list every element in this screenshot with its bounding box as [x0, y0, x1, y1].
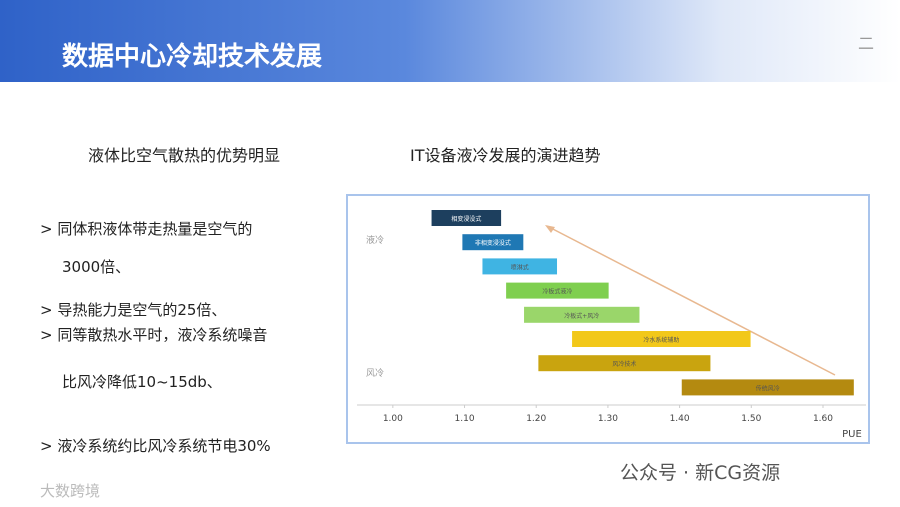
- header-band: [0, 0, 900, 82]
- bar-label: 冷板式+风冷: [564, 312, 599, 320]
- x-tick-label: 1.20: [526, 414, 546, 424]
- row-label: 液冷: [366, 234, 384, 246]
- x-axis-label: PUE: [842, 429, 862, 440]
- bullet-line: > 导热能力是空气的25倍、: [40, 301, 227, 319]
- bar-label: 相变浸没式: [451, 215, 481, 223]
- bar-label: 冷板式液冷: [542, 288, 572, 296]
- bar-label: 冷水系统辅助: [643, 336, 679, 344]
- x-tick-label: 1.40: [670, 414, 690, 424]
- bar-label: 非相变浸没式: [475, 239, 511, 247]
- x-tick-label: 1.50: [741, 414, 761, 424]
- slide-title: 数据中心冷却技术发展: [62, 42, 323, 72]
- range-bar: [524, 306, 640, 323]
- range-bar: [482, 258, 558, 275]
- bullet-line: 比风冷降低10~15db、: [62, 373, 222, 391]
- range-bar: [572, 331, 751, 347]
- bullet-line: 3000倍、: [62, 258, 131, 276]
- range-bar: [681, 379, 854, 396]
- watermark: 公众号 · 新CG资源: [620, 462, 781, 484]
- x-tick-label: 1.00: [383, 414, 403, 424]
- page-number: 二: [858, 34, 875, 53]
- x-tick-label: 1.10: [455, 414, 475, 424]
- range-bar: [506, 282, 609, 299]
- x-tick-label: 1.30: [598, 414, 618, 424]
- range-bar: [431, 210, 502, 226]
- bar-label: 风冷技术: [612, 360, 636, 368]
- range-bar: [462, 234, 524, 251]
- x-tick-label: 1.60: [813, 414, 833, 424]
- range-bar: [538, 355, 711, 372]
- bar-label: 喷淋式: [511, 263, 529, 271]
- bar-label: 传统风冷: [756, 384, 780, 392]
- right-heading: IT设备液冷发展的演进趋势: [410, 146, 601, 165]
- arrow-head: [545, 225, 555, 233]
- bullet-line: > 液冷系统约比风冷系统节电30%: [40, 437, 271, 455]
- bullet-line: > 同体积液体带走热量是空气的: [40, 220, 253, 238]
- bullet-line: > 同等散热水平时，液冷系统噪音: [40, 326, 268, 344]
- left-heading: 液体比空气散热的优势明显: [88, 146, 281, 165]
- logo: 大数跨境: [40, 482, 101, 500]
- row-label: 风冷: [366, 367, 384, 379]
- trend-arrow: [546, 225, 836, 376]
